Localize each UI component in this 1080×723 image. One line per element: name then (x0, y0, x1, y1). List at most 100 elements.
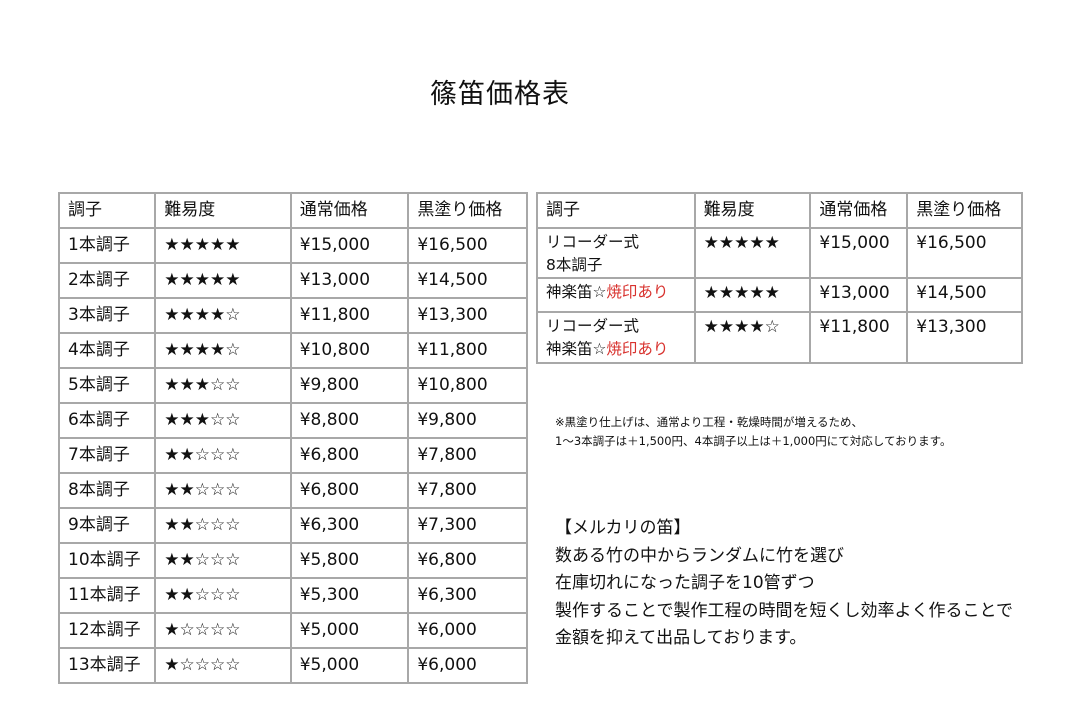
difficulty-cell: ★★☆☆☆ (154, 577, 292, 614)
note-line: 1〜3本調子は＋1,500円、4本調子以上は＋1,000円にて対応しております。 (555, 434, 952, 448)
black-price-cell: ¥9,800 (407, 402, 528, 439)
normal-price-cell: ¥15,000 (809, 227, 909, 279)
tuning-cell: 9本調子 (57, 507, 157, 544)
normal-price-cell: ¥6,800 (289, 437, 410, 474)
model-line: リコーダー式 (546, 233, 640, 251)
tuning-cell: 2本調子 (57, 262, 157, 299)
header-difficulty-cell: 難易度 (693, 192, 812, 229)
black-price-cell: ¥6,000 (407, 647, 528, 684)
tuning-cell: 13本調子 (57, 647, 157, 684)
table-row: リコーダー式 神楽笛☆焼印あり ★★★★☆ ¥11,800 ¥13,300 (536, 311, 1023, 364)
tuning-cell: 7本調子 (57, 437, 157, 474)
tuning-cell: 5本調子 (57, 367, 157, 404)
difficulty-cell: ★★★★★ (693, 277, 812, 313)
normal-price-cell: ¥13,000 (289, 262, 410, 299)
model-line: 神楽笛☆焼印あり (546, 281, 686, 304)
model-line: リコーダー式 (546, 317, 640, 335)
difficulty-cell: ★★★★★ (693, 227, 812, 279)
model-cell: リコーダー式 神楽笛☆焼印あり (536, 311, 696, 364)
difficulty-cell: ★★★★★ (154, 227, 292, 264)
difficulty-cell: ★★★☆☆ (154, 367, 292, 404)
model-name: 神楽笛☆ (546, 283, 607, 301)
black-price-cell: ¥10,800 (407, 367, 528, 404)
normal-price-cell: ¥5,000 (289, 647, 410, 684)
mercari-line: 製作することで製作工程の時間を短くし効率よく作ることで (555, 600, 1013, 621)
mercari-line: 金額を抑えて出品しております。 (555, 628, 807, 648)
normal-price-cell: ¥5,800 (289, 542, 410, 579)
black-price-cell: ¥13,300 (407, 297, 528, 334)
table-header-row: 調子 難易度 通常価格 黒塗り価格 (536, 192, 1023, 229)
price-table-special: 調子 難易度 通常価格 黒塗り価格リコーダー式 8本調子 ★★★★★ ¥15,000 ¥16,… (536, 192, 1023, 364)
table-row: 7本調子 ★★☆☆☆ ¥6,800 ¥7,800 (57, 437, 528, 474)
tuning-cell: 8本調子 (57, 472, 157, 509)
normal-price-cell: ¥6,300 (289, 507, 410, 544)
table-row: 5本調子 ★★★☆☆ ¥9,800 ¥10,800 (57, 367, 528, 404)
model-name: 神楽笛☆ (546, 340, 607, 358)
table-row: 1本調子 ★★★★★ ¥15,000 ¥16,500 (57, 227, 528, 264)
difficulty-cell: ★★☆☆☆ (154, 507, 292, 544)
mercari-description: 【メルカリの笛】 数ある竹の中からランダムに竹を選び 在庫切れになった調子を10… (555, 515, 1013, 653)
header-black-price-cell: 黒塗り価格 (407, 192, 528, 229)
header-black-price-cell: 黒塗り価格 (906, 192, 1023, 229)
tuning-cell: 12本調子 (57, 612, 157, 649)
difficulty-cell: ★★☆☆☆ (154, 472, 292, 509)
normal-price-cell: ¥5,000 (289, 612, 410, 649)
normal-price-cell: ¥15,000 (289, 227, 410, 264)
tuning-cell: 6本調子 (57, 402, 157, 439)
difficulty-cell: ★★★★☆ (154, 297, 292, 334)
normal-price-cell: ¥9,800 (289, 367, 410, 404)
difficulty-cell: ★★★★☆ (693, 311, 812, 364)
table-row: 9本調子 ★★☆☆☆ ¥6,300 ¥7,300 (57, 507, 528, 544)
model-cell: リコーダー式 8本調子 (536, 227, 696, 279)
normal-price-cell: ¥5,300 (289, 577, 410, 614)
normal-price-cell: ¥11,800 (289, 297, 410, 334)
black-price-cell: ¥6,300 (407, 577, 528, 614)
note-line: ※黒塗り仕上げは、通常より工程・乾燥時間が増えるため、 (555, 415, 864, 429)
black-price-cell: ¥13,300 (906, 311, 1023, 364)
tuning-cell: 4本調子 (57, 332, 157, 369)
black-price-cell: ¥14,500 (906, 277, 1023, 313)
header-tuning-cell: 調子 (57, 192, 157, 229)
mercari-line: 数ある竹の中からランダムに竹を選び (555, 545, 844, 566)
table-row: 3本調子 ★★★★☆ ¥11,800 ¥13,300 (57, 297, 528, 334)
header-normal-price-cell: 通常価格 (289, 192, 410, 229)
model-line: 8本調子 (546, 254, 686, 277)
mercari-heading: 【メルカリの笛】 (555, 518, 691, 538)
difficulty-cell: ★★☆☆☆ (154, 542, 292, 579)
mercari-line: 在庫切れになった調子を10管ずつ (555, 573, 815, 593)
model-name: 8本調子 (546, 256, 603, 274)
table-row: 11本調子 ★★☆☆☆ ¥5,300 ¥6,300 (57, 577, 528, 614)
normal-price-cell: ¥10,800 (289, 332, 410, 369)
difficulty-cell: ★☆☆☆☆ (154, 612, 292, 649)
table-row: 10本調子 ★★☆☆☆ ¥5,800 ¥6,800 (57, 542, 528, 579)
black-price-cell: ¥7,800 (407, 472, 528, 509)
table-header-row: 調子 難易度 通常価格 黒塗り価格 (57, 192, 528, 229)
black-price-cell: ¥6,000 (407, 612, 528, 649)
table-row: 神楽笛☆焼印あり ★★★★★ ¥13,000 ¥14,500 (536, 277, 1023, 313)
normal-price-cell: ¥13,000 (809, 277, 909, 313)
black-price-cell: ¥7,300 (407, 507, 528, 544)
difficulty-cell: ★★★★☆ (154, 332, 292, 369)
black-price-cell: ¥16,500 (407, 227, 528, 264)
table-row: 8本調子 ★★☆☆☆ ¥6,800 ¥7,800 (57, 472, 528, 509)
normal-price-cell: ¥11,800 (809, 311, 909, 364)
tuning-cell: 10本調子 (57, 542, 157, 579)
header-normal-price-cell: 通常価格 (809, 192, 909, 229)
black-price-cell: ¥14,500 (407, 262, 528, 299)
normal-price-cell: ¥8,800 (289, 402, 410, 439)
brand-mark-label: 焼印あり (606, 340, 669, 358)
table-row: 12本調子 ★☆☆☆☆ ¥5,000 ¥6,000 (57, 612, 528, 649)
difficulty-cell: ★☆☆☆☆ (154, 647, 292, 684)
model-line: 神楽笛☆焼印あり (546, 338, 686, 361)
header-tuning-cell: 調子 (536, 192, 696, 229)
black-price-cell: ¥11,800 (407, 332, 528, 369)
difficulty-cell: ★★★☆☆ (154, 402, 292, 439)
black-price-cell: ¥16,500 (906, 227, 1023, 279)
tuning-cell: 3本調子 (57, 297, 157, 334)
black-price-cell: ¥6,800 (407, 542, 528, 579)
model-cell: 神楽笛☆焼印あり (536, 277, 696, 313)
difficulty-cell: ★★★★★ (154, 262, 292, 299)
brand-mark-label: 焼印あり (606, 283, 669, 301)
table-row: 2本調子 ★★★★★ ¥13,000 ¥14,500 (57, 262, 528, 299)
table-row: リコーダー式 8本調子 ★★★★★ ¥15,000 ¥16,500 (536, 227, 1023, 279)
